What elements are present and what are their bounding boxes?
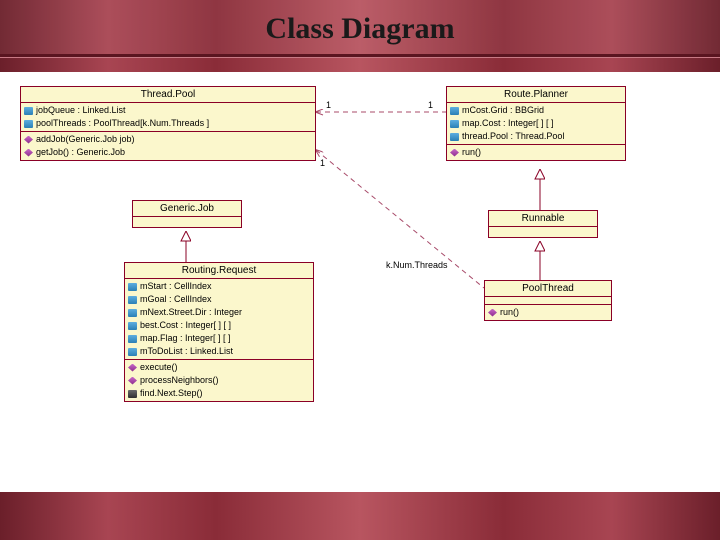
attr-text: mGoal : CellIndex <box>140 294 212 305</box>
class-generic-job: Generic.Job <box>132 200 242 228</box>
slide: Class Diagram Runnable ( <box>0 0 720 540</box>
op-text: run() <box>462 147 481 158</box>
private-icon <box>128 390 137 398</box>
attribute-icon <box>450 107 459 115</box>
attr-row: map.Cost : Integer[ ] [ ] <box>447 117 625 130</box>
attribute-icon <box>450 120 459 128</box>
ops: run() <box>447 145 625 160</box>
attribute-icon <box>128 309 137 317</box>
op-text: addJob(Generic.Job job) <box>36 134 135 145</box>
attr-text: mNext.Street.Dir : Integer <box>140 307 242 318</box>
class-route-planner: Route.Planner mCost.Grid : BBGrid map.Co… <box>446 86 626 161</box>
attrs: jobQueue : Linked.List poolThreads : Poo… <box>21 103 315 132</box>
class-thread-pool: Thread.Pool jobQueue : Linked.List poolT… <box>20 86 316 161</box>
attr-row: best.Cost : Integer[ ] [ ] <box>125 319 313 332</box>
attr-text: map.Cost : Integer[ ] [ ] <box>462 118 554 129</box>
attr-row: mStart : CellIndex <box>125 280 313 293</box>
operation-icon <box>128 364 137 372</box>
class-title: Thread.Pool <box>21 87 315 103</box>
class-title: Route.Planner <box>447 87 625 103</box>
attr-text: mCost.Grid : BBGrid <box>462 105 544 116</box>
empty-sec <box>485 297 611 305</box>
op-text: find.Next.Step() <box>140 388 203 399</box>
class-title: Routing.Request <box>125 263 313 279</box>
class-runnable: Runnable <box>488 210 598 238</box>
op-row: run() <box>447 146 625 159</box>
mult-diag: 1 <box>320 158 325 168</box>
attr-row: jobQueue : Linked.List <box>21 104 315 117</box>
empty-sec <box>489 227 597 237</box>
attr-row: mToDoList : Linked.List <box>125 345 313 358</box>
attr-text: map.Flag : Integer[ ] [ ] <box>140 333 231 344</box>
attr-row: mGoal : CellIndex <box>125 293 313 306</box>
attr-text: best.Cost : Integer[ ] [ ] <box>140 320 231 331</box>
attr-row: thread.Pool : Thread.Pool <box>447 130 625 143</box>
op-text: processNeighbors() <box>140 375 219 386</box>
diagram-canvas: Runnable (realization) --> 1 1 1 k.Num.T… <box>0 72 720 492</box>
mult-left: 1 <box>326 100 331 110</box>
op-text: execute() <box>140 362 178 373</box>
attribute-icon <box>24 120 33 128</box>
empty-sec <box>133 217 241 227</box>
op-row: processNeighbors() <box>125 374 313 387</box>
mult-right: 1 <box>428 100 433 110</box>
attribute-icon <box>128 322 137 330</box>
op-row: find.Next.Step() <box>125 387 313 400</box>
attrs: mStart : CellIndex mGoal : CellIndex mNe… <box>125 279 313 360</box>
attr-text: poolThreads : PoolThread[k.Num.Threads ] <box>36 118 209 129</box>
label-knum: k.Num.Threads <box>386 260 448 270</box>
operation-icon <box>24 136 33 144</box>
operation-icon <box>128 377 137 385</box>
attr-row: map.Flag : Integer[ ] [ ] <box>125 332 313 345</box>
title-rule <box>0 54 720 57</box>
operation-icon <box>24 149 33 157</box>
attr-row: poolThreads : PoolThread[k.Num.Threads ] <box>21 117 315 130</box>
operation-icon <box>488 309 497 317</box>
ops: run() <box>485 305 611 320</box>
op-text: run() <box>500 307 519 318</box>
attr-text: jobQueue : Linked.List <box>36 105 126 116</box>
class-routing-request: Routing.Request mStart : CellIndex mGoal… <box>124 262 314 402</box>
attr-text: mStart : CellIndex <box>140 281 212 292</box>
class-title: PoolThread <box>485 281 611 297</box>
attribute-icon <box>24 107 33 115</box>
attr-row: mCost.Grid : BBGrid <box>447 104 625 117</box>
attr-text: mToDoList : Linked.List <box>140 346 233 357</box>
op-row: getJob() : Generic.Job <box>21 146 315 159</box>
attribute-icon <box>128 348 137 356</box>
attribute-icon <box>128 335 137 343</box>
ops: addJob(Generic.Job job) getJob() : Gener… <box>21 132 315 160</box>
ops: execute() processNeighbors() find.Next.S… <box>125 360 313 401</box>
op-row: addJob(Generic.Job job) <box>21 133 315 146</box>
operation-icon <box>450 149 459 157</box>
class-title: Generic.Job <box>133 201 241 217</box>
class-title: Runnable <box>489 211 597 227</box>
attrs: mCost.Grid : BBGrid map.Cost : Integer[ … <box>447 103 625 145</box>
op-text: getJob() : Generic.Job <box>36 147 125 158</box>
attribute-icon <box>128 283 137 291</box>
attribute-icon <box>128 296 137 304</box>
attribute-icon <box>450 133 459 141</box>
attr-text: thread.Pool : Thread.Pool <box>462 131 564 142</box>
op-row: execute() <box>125 361 313 374</box>
attr-row: mNext.Street.Dir : Integer <box>125 306 313 319</box>
page-title: Class Diagram <box>0 0 720 54</box>
class-pool-thread: PoolThread run() <box>484 280 612 321</box>
op-row: run() <box>485 306 611 319</box>
